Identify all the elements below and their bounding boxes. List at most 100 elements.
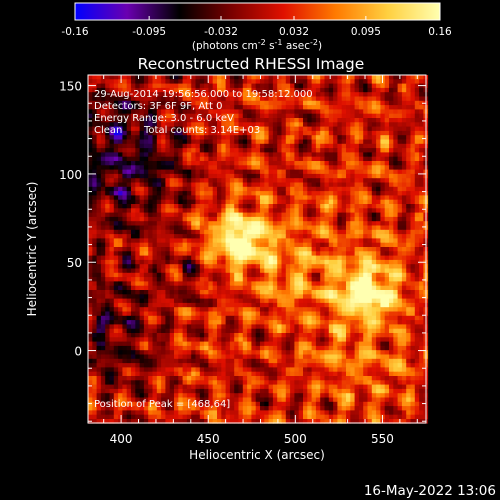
heatmap-cell (350, 212, 355, 218)
heatmap-cell (118, 195, 123, 201)
heatmap-cell (204, 285, 209, 291)
heatmap-cell (131, 212, 136, 218)
heatmap-cell (96, 268, 102, 274)
heatmap-cell (255, 161, 261, 166)
heatmap-cell (311, 139, 317, 145)
heatmap-cell (333, 277, 338, 282)
heatmap-cell (182, 337, 188, 342)
heatmap-cell (337, 113, 343, 119)
heatmap-cell (307, 173, 312, 179)
heatmap-cell (272, 272, 278, 278)
heatmap-cell (191, 216, 196, 222)
heatmap-cell (100, 333, 106, 338)
heatmap-cell (294, 238, 300, 244)
heatmap-cell (251, 126, 257, 132)
heatmap-cell (234, 118, 239, 123)
heatmap-cell (92, 208, 97, 213)
heatmap-cell (221, 208, 226, 213)
heatmap-cell (393, 251, 398, 256)
heatmap-cell (191, 281, 196, 287)
heatmap-cell (109, 294, 115, 299)
heatmap-cell (118, 156, 123, 162)
heatmap-cell (363, 290, 368, 295)
heatmap-cell (251, 109, 257, 115)
heatmap-cell (264, 122, 269, 127)
heatmap-cell (247, 290, 252, 295)
heatmap-cell (225, 285, 231, 291)
heatmap-cell (156, 285, 162, 291)
heatmap-cell (363, 294, 368, 299)
heatmap-cell (341, 225, 347, 231)
heatmap-cell (333, 113, 338, 119)
heatmap-cell (122, 105, 128, 110)
heatmap-cell (268, 96, 274, 102)
heatmap-cell (277, 333, 282, 338)
heatmap-cell (328, 143, 334, 149)
heatmap-cell (161, 234, 166, 239)
heatmap-cell (264, 311, 269, 317)
heatmap-cell (419, 225, 424, 231)
heatmap-cell (247, 83, 252, 89)
heatmap-cell (100, 92, 106, 97)
heatmap-cell (105, 337, 110, 342)
heatmap-cell (337, 307, 343, 312)
heatmap-cell (221, 122, 226, 127)
heatmap-cell (389, 113, 394, 119)
heatmap-cell (139, 277, 145, 282)
heatmap-cell (135, 186, 140, 192)
heatmap-cell (143, 302, 149, 308)
heatmap-cell (148, 285, 153, 291)
heatmap-cell (281, 182, 287, 188)
heatmap-cell (135, 178, 140, 183)
heatmap-cell (298, 341, 304, 347)
heatmap-cell (346, 281, 351, 287)
heatmap-cell (397, 311, 403, 317)
heatmap-cell (221, 221, 226, 226)
heatmap-cell (255, 285, 261, 291)
heatmap-cell (380, 148, 386, 153)
heatmap-cell (350, 169, 355, 175)
heatmap-cell (118, 285, 123, 291)
heatmap-cell (92, 130, 97, 136)
heatmap-cell (384, 238, 390, 244)
heatmap-cell (303, 333, 308, 338)
heatmap-cell (367, 234, 373, 239)
heatmap-cell (251, 182, 257, 188)
heatmap-cell (298, 337, 304, 342)
heatmap-cell (178, 105, 183, 110)
heatmap-cell (161, 324, 166, 330)
heatmap-cell (315, 307, 321, 312)
heatmap-cell (290, 87, 295, 93)
heatmap-cell (371, 199, 377, 205)
heatmap-cell (294, 315, 300, 321)
heatmap-cell (105, 259, 110, 265)
heatmap-cell (371, 156, 377, 162)
heatmap-cell (174, 337, 179, 342)
heatmap-cell (238, 229, 244, 235)
heatmap-cell (255, 135, 261, 140)
heatmap-cell (376, 79, 381, 84)
heatmap-cell (341, 238, 347, 244)
heatmap-cell (204, 324, 209, 330)
heatmap-cell (156, 199, 162, 205)
heatmap-cell (333, 182, 338, 188)
heatmap-cell (204, 234, 209, 239)
heatmap-cell (290, 75, 295, 80)
heatmap-cell (152, 315, 158, 321)
heatmap-cell (324, 118, 330, 123)
heatmap-cell (251, 204, 257, 209)
heatmap-cell (113, 182, 119, 188)
heatmap-cell (212, 148, 218, 153)
heatmap-cell (393, 143, 398, 149)
heatmap-cell (303, 173, 308, 179)
heatmap-cell (371, 186, 377, 192)
heatmap-cell (178, 281, 183, 287)
heatmap-cell (260, 204, 265, 209)
heatmap-cell (376, 229, 381, 235)
heatmap-cell (419, 178, 424, 183)
heatmap-cell (238, 251, 244, 256)
heatmap-cell (277, 118, 282, 123)
heatmap-cell (272, 87, 278, 93)
heatmap-cell (367, 272, 373, 278)
heatmap-cell (238, 221, 244, 226)
